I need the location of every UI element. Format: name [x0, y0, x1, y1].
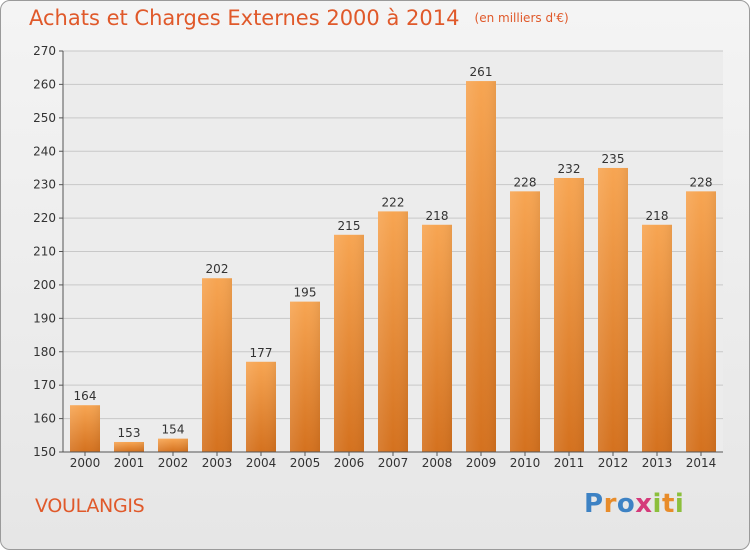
x-tick-label: 2014 [686, 456, 717, 470]
x-tick-label: 2010 [510, 456, 541, 470]
value-label: 154 [162, 423, 185, 437]
x-tick-label: 2002 [158, 456, 189, 470]
y-tick-label: 220 [33, 211, 56, 225]
x-tick-label: 2004 [246, 456, 277, 470]
bar-shine [158, 438, 188, 452]
bar-shine [554, 177, 584, 452]
value-label: 261 [470, 65, 493, 79]
title-row: Achats et Charges Externes 2000 à 2014 (… [29, 6, 569, 30]
x-tick-label: 2001 [114, 456, 145, 470]
value-label: 153 [118, 426, 141, 440]
x-tick-label: 2003 [202, 456, 233, 470]
value-label: 202 [206, 262, 229, 276]
y-tick-label: 180 [33, 345, 56, 359]
bar-shine [642, 224, 672, 452]
x-tick-label: 2013 [642, 456, 673, 470]
y-tick-label: 190 [33, 311, 56, 325]
y-tick-label: 250 [33, 111, 56, 125]
value-label: 177 [250, 346, 273, 360]
bar-shine [510, 191, 540, 452]
y-tick-label: 210 [33, 245, 56, 259]
bar-shine [202, 278, 232, 452]
value-label: 164 [74, 389, 97, 403]
bar-shine [334, 234, 364, 452]
chart-subtitle: (en milliers d'€) [474, 11, 569, 25]
value-label: 218 [646, 209, 669, 223]
value-label: 232 [558, 162, 581, 176]
value-label: 215 [338, 219, 361, 233]
x-tick-label: 2005 [290, 456, 321, 470]
y-tick-label: 150 [33, 445, 56, 459]
y-tick-label: 270 [33, 44, 56, 58]
bar-shine [422, 224, 452, 452]
y-tick-label: 230 [33, 178, 56, 192]
bar-shine [114, 441, 144, 452]
x-tick-label: 2006 [334, 456, 365, 470]
value-label: 195 [294, 286, 317, 300]
value-label: 222 [382, 195, 405, 209]
commune-name: VOULANGIS [35, 495, 145, 517]
bar-shine [378, 211, 408, 452]
y-tick-label: 200 [33, 278, 56, 292]
value-label: 235 [602, 152, 625, 166]
x-tick-label: 2000 [70, 456, 101, 470]
value-label: 228 [690, 175, 713, 189]
chart-title: Achats et Charges Externes 2000 à 2014 [29, 6, 460, 30]
y-tick-label: 240 [33, 144, 56, 158]
y-tick-label: 160 [33, 412, 56, 426]
bar-shine [246, 361, 276, 452]
y-tick-label: 170 [33, 378, 56, 392]
x-tick-label: 2011 [554, 456, 585, 470]
bar-shine [290, 301, 320, 452]
bar-shine [686, 191, 716, 452]
proxiti-logo: Proxiti [584, 489, 685, 519]
bar-shine [70, 405, 100, 452]
bar-shine [598, 167, 628, 453]
y-tick-label: 260 [33, 77, 56, 91]
bar-shine [466, 81, 496, 452]
value-label: 228 [514, 175, 537, 189]
x-tick-label: 2008 [422, 456, 453, 470]
x-tick-label: 2009 [466, 456, 497, 470]
value-label: 218 [426, 209, 449, 223]
x-tick-label: 2007 [378, 456, 409, 470]
x-tick-label: 2012 [598, 456, 629, 470]
